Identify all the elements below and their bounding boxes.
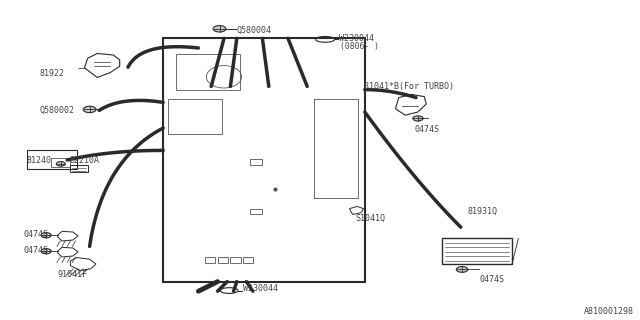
Text: 0474S: 0474S	[480, 276, 505, 284]
Circle shape	[456, 267, 468, 272]
Bar	[250, 209, 262, 214]
Text: 0474S: 0474S	[23, 230, 48, 239]
Bar	[230, 257, 241, 263]
Text: Q580004: Q580004	[237, 26, 272, 35]
Bar	[27, 150, 77, 169]
Bar	[168, 99, 222, 134]
Text: A810001298: A810001298	[584, 308, 634, 316]
Bar	[176, 54, 240, 90]
Text: S1041Q: S1041Q	[356, 214, 386, 223]
Circle shape	[213, 26, 226, 32]
Bar	[205, 257, 215, 263]
Text: 81240: 81240	[27, 156, 52, 164]
Bar	[243, 257, 253, 263]
Circle shape	[41, 233, 51, 238]
Circle shape	[56, 162, 65, 166]
Bar	[70, 165, 88, 172]
Circle shape	[413, 116, 423, 121]
Bar	[218, 257, 228, 263]
Circle shape	[83, 106, 96, 113]
Text: Q580002: Q580002	[40, 106, 75, 115]
Bar	[51, 158, 70, 167]
Text: 81041*B(For TURBO): 81041*B(For TURBO)	[364, 82, 454, 91]
Text: 81922: 81922	[40, 69, 65, 78]
Text: W230044: W230044	[339, 34, 374, 43]
Text: 0474S: 0474S	[415, 125, 440, 134]
Bar	[250, 159, 262, 165]
Bar	[442, 238, 512, 264]
Bar	[163, 38, 365, 282]
Text: 0474S: 0474S	[23, 246, 48, 255]
Text: (0806- ): (0806- )	[340, 42, 380, 51]
Circle shape	[41, 249, 51, 254]
Text: W230044: W230044	[243, 284, 278, 293]
Text: 81931Q: 81931Q	[467, 207, 497, 216]
Text: 91041F: 91041F	[58, 270, 88, 279]
Text: 82210A: 82210A	[69, 156, 99, 164]
